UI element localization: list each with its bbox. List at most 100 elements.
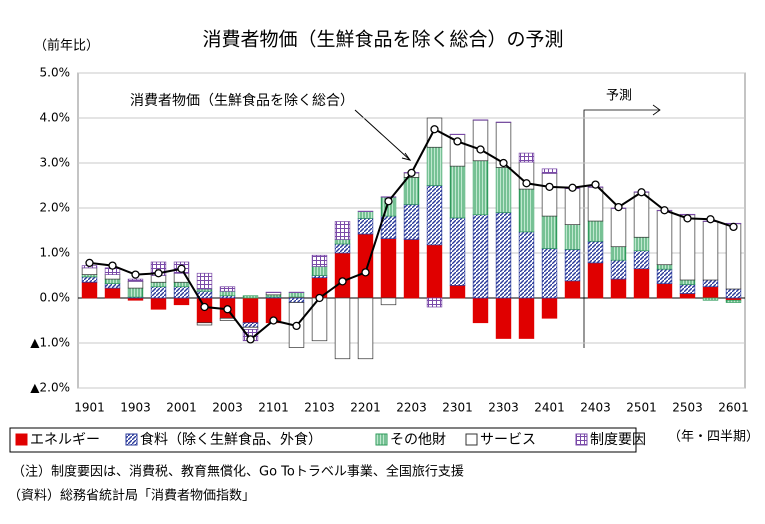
bar-segment — [426, 244, 443, 299]
bar-segment — [403, 177, 420, 205]
note: （資料）総務省統計局「消費者物価指数」 — [8, 488, 255, 504]
cpi-point — [729, 222, 738, 232]
bar-segment — [541, 248, 558, 299]
bar-segment — [564, 249, 581, 282]
cpi-point — [476, 145, 485, 154]
bar-segment — [403, 239, 420, 299]
bar-segment — [242, 322, 259, 328]
bar-segment — [426, 297, 443, 308]
legend-swatch — [575, 433, 588, 446]
bar-segment — [472, 214, 489, 299]
bar-segment — [380, 297, 397, 306]
cpi-point — [706, 215, 715, 224]
bar-segment — [587, 186, 604, 222]
bar-segment — [334, 239, 351, 245]
x-tick-label: 2303 — [488, 401, 519, 415]
bar-segment — [541, 215, 558, 249]
bar-segment — [104, 283, 121, 289]
bar-segment — [173, 297, 190, 306]
x-tick-label: 2001 — [166, 401, 197, 415]
bar-segment — [196, 272, 213, 290]
bar-segment — [656, 210, 673, 266]
cpi-point — [568, 183, 577, 192]
cpi-point — [246, 335, 255, 344]
bar-segment — [610, 259, 627, 280]
bar-segment — [127, 287, 144, 298]
bar-segment — [173, 286, 190, 299]
bar-segment — [357, 233, 374, 299]
bar-segment — [702, 297, 719, 301]
bar-segment — [679, 279, 696, 285]
bar-segment — [656, 268, 673, 284]
x-tick-label: 2503 — [672, 401, 703, 415]
bar-segment — [633, 236, 650, 252]
forecast-label: 予測 — [606, 89, 632, 104]
bar-segment — [564, 188, 581, 225]
bar-segment — [518, 152, 535, 163]
bar-segment — [150, 286, 167, 299]
bar-segment — [518, 188, 535, 233]
x-tick-label: 2401 — [534, 401, 565, 415]
x-tick-label: 1901 — [74, 401, 105, 415]
bar-segment — [311, 254, 328, 267]
cpi-point — [499, 158, 508, 168]
legend-label: 制度要因 — [590, 432, 646, 448]
bar-segment — [127, 281, 144, 289]
bar-segment — [127, 278, 144, 282]
legend-swatch — [125, 433, 138, 446]
bar-segment — [633, 191, 650, 238]
cpi-point — [200, 302, 209, 312]
bar-segment — [219, 290, 236, 297]
y-axis-label: （前年比） — [34, 38, 99, 54]
bar-segment — [725, 288, 742, 299]
cpi-point — [154, 269, 163, 278]
cpi-point — [614, 202, 623, 212]
cpi-point — [85, 258, 94, 268]
cpi-point — [269, 316, 278, 325]
bar-segment — [679, 214, 696, 281]
bar-segment — [150, 281, 167, 288]
bar-segment — [150, 297, 167, 310]
cpi-point — [223, 305, 232, 314]
bar-segment — [242, 297, 259, 324]
bar-segment — [104, 287, 121, 299]
legend-swatch — [375, 433, 388, 446]
bar-segment — [587, 220, 604, 242]
x-tick-label: 2403 — [580, 401, 611, 415]
legend-label: エネルギー — [30, 432, 100, 448]
x-axis-label: （年・四半期） — [668, 430, 759, 445]
x-tick-label: 2601 — [718, 401, 749, 415]
bar-segment — [104, 274, 121, 280]
x-tick-label: 2101 — [258, 401, 289, 415]
cpi-point — [177, 264, 186, 273]
y-tick-label: ▲2.0% — [30, 381, 70, 395]
legend-label: 食料（除く生鮮食品、外食） — [140, 431, 322, 448]
bar-segment — [449, 165, 466, 219]
bar-segment — [495, 212, 512, 299]
bar-segment — [472, 297, 489, 324]
cpi-point — [108, 261, 117, 270]
bar-segment — [656, 283, 673, 299]
line-annotation: 消費者物価（生鮮食品を除く総合） — [130, 92, 354, 109]
cpi-point — [292, 321, 301, 331]
bar-segment — [518, 297, 535, 339]
bar-segment — [679, 284, 696, 294]
legend-label: その他財 — [390, 432, 446, 448]
bar-segment — [541, 168, 558, 174]
cpi-point — [522, 179, 531, 188]
cpi-point — [637, 188, 646, 197]
y-tick-label: ▲1.0% — [30, 336, 70, 350]
cpi-point — [361, 268, 370, 277]
cpi-point — [660, 206, 669, 215]
bar-segment — [81, 276, 98, 283]
bar-segment — [288, 292, 305, 298]
bar-segment — [702, 286, 719, 299]
annotation-arrowhead — [401, 152, 412, 161]
bar-segment — [679, 293, 696, 299]
bar-segment — [587, 262, 604, 299]
y-tick-label: 3.0% — [40, 156, 71, 170]
bar-segment — [725, 223, 742, 290]
bar-segment — [81, 267, 98, 275]
bar-segment — [380, 238, 397, 299]
